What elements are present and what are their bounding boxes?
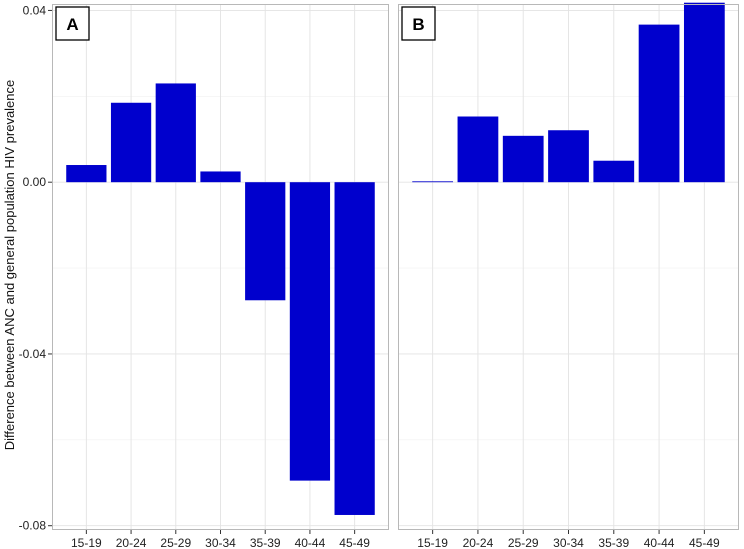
- bar-25-29: [502, 135, 544, 183]
- x-tick-label: 25-29: [508, 536, 539, 549]
- panel-tag-box: [55, 6, 90, 41]
- bar-45-49: [334, 182, 375, 515]
- y-tick-label: -0.08: [19, 519, 47, 533]
- bar-30-34: [200, 171, 241, 183]
- x-tick-label: 45-49: [339, 536, 370, 549]
- y-tick-label: 0.04: [23, 3, 47, 17]
- y-axis-title: Difference between ANC and general popul…: [2, 80, 17, 451]
- bar-20-24: [457, 116, 499, 183]
- bar-35-39: [245, 182, 286, 301]
- x-tick-label: 20-24: [463, 536, 494, 549]
- bar-25-29: [155, 83, 196, 183]
- bar-40-44: [289, 182, 331, 481]
- panel-border: [398, 4, 739, 530]
- bar-15-19: [412, 181, 454, 183]
- bar-45-49: [683, 2, 725, 183]
- x-tick-label: 35-39: [598, 536, 629, 549]
- panel-a: 15-19 20-24 25-29 30-34 35-39 40-44 45-49 A: [52, 4, 389, 549]
- x-tick-label: 30-34: [553, 536, 584, 549]
- bar-20-24: [110, 102, 152, 183]
- panel-tag-label: A: [66, 15, 78, 34]
- bar-35-39: [593, 160, 635, 183]
- x-tick-label: 45-49: [689, 536, 720, 549]
- panel-tag-label: B: [412, 15, 424, 34]
- x-tick-label: 25-29: [160, 536, 191, 549]
- y-axis-label: Difference between ANC and general popul…: [2, 80, 17, 451]
- x-tick-label: 15-19: [71, 536, 102, 549]
- panel-border: [52, 4, 389, 530]
- y-tick-label: 0.00: [23, 175, 47, 189]
- bar-40-44: [638, 24, 680, 183]
- y-axis: 0.04 0.00 -0.04 -0.08: [19, 3, 52, 533]
- bar-15-19: [66, 165, 107, 183]
- panels: 15-19 20-24 25-29 30-34 35-39 40-44 45-49A15-1…: [52, 2, 739, 549]
- x-tick-label: 35-39: [250, 536, 281, 549]
- x-tick-label: 30-34: [205, 536, 236, 549]
- panel-tag: B: [401, 6, 436, 41]
- x-tick-label: 40-44: [295, 536, 326, 549]
- panel-tag-box: [401, 6, 436, 41]
- bar-30-34: [548, 130, 589, 183]
- x-tick-label: 20-24: [116, 536, 147, 549]
- y-tick-label: -0.04: [19, 347, 47, 361]
- x-tick-label: 40-44: [644, 536, 675, 549]
- panel-tag: A: [55, 6, 90, 41]
- x-tick-label: 15-19: [417, 536, 448, 549]
- panel-b: 15-19 20-24 25-29 30-34 35-39 40-44 45-49 B: [398, 2, 739, 549]
